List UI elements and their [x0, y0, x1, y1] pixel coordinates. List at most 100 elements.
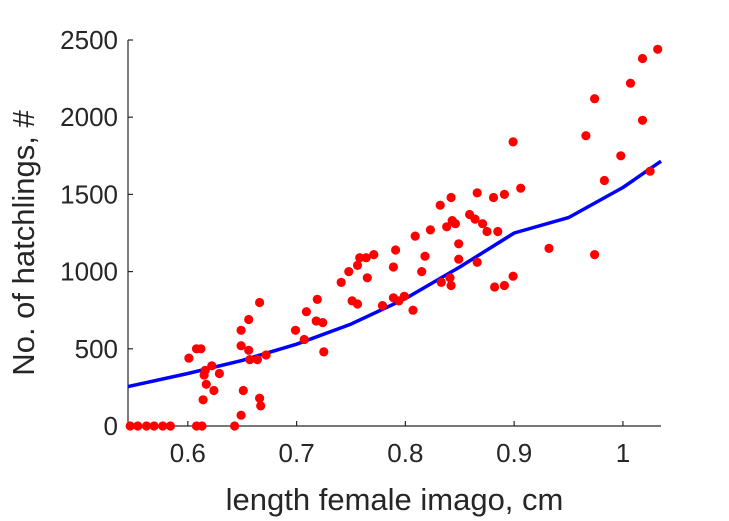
axes: 0.6 0.7 0.8 0.9 1 0 500 1000 1500 2000 2500 — [60, 25, 661, 468]
data-point — [252, 355, 262, 365]
data-point — [399, 291, 409, 301]
data-point — [165, 421, 175, 431]
data-point — [377, 301, 388, 311]
data-point — [355, 253, 365, 263]
fit-line — [127, 159, 662, 389]
x-tick-label: 0.6 — [170, 438, 206, 468]
data-point — [301, 307, 311, 317]
data-point — [544, 243, 554, 253]
data-point — [478, 219, 488, 229]
data-point — [196, 344, 206, 354]
data-point — [319, 347, 329, 357]
data-point — [255, 393, 265, 403]
data-point — [198, 395, 208, 405]
data-point — [236, 325, 246, 335]
data-point — [653, 44, 663, 54]
data-point — [149, 421, 159, 431]
y-tick-label: 1000 — [60, 257, 118, 287]
data-point — [472, 257, 482, 267]
data-point — [472, 188, 482, 198]
axis-labels-layer: length female imago, cm No. of hatchling… — [6, 110, 563, 517]
data-point — [508, 271, 518, 281]
data-point — [244, 345, 254, 355]
data-point — [125, 421, 135, 431]
data-point — [352, 299, 363, 309]
y-tick-label: 500 — [75, 334, 118, 364]
data-point — [184, 353, 194, 363]
data-point — [369, 250, 379, 260]
data-point — [158, 421, 168, 431]
data-point — [508, 137, 518, 147]
data-point — [637, 115, 648, 125]
x-tick-label: 0.7 — [279, 438, 315, 468]
data-point — [207, 361, 217, 371]
data-point — [470, 214, 480, 224]
data-point — [499, 189, 509, 199]
data-point — [625, 78, 636, 88]
y-tick-label: 2000 — [60, 102, 118, 132]
data-point — [236, 341, 246, 351]
data-point — [255, 297, 265, 308]
data-point — [261, 350, 271, 360]
data-point — [590, 250, 600, 260]
data-point — [499, 280, 509, 291]
data-point — [133, 421, 143, 431]
data-point — [435, 200, 445, 210]
data-point — [197, 421, 207, 431]
data-point — [388, 262, 398, 272]
x-tick-label: 0.9 — [496, 438, 532, 468]
data-point — [446, 192, 456, 203]
data-point — [299, 334, 309, 345]
data-point — [493, 226, 503, 237]
data-point — [590, 94, 600, 104]
data-point — [482, 226, 492, 237]
y-axis-label: No. of hatchlings, # — [6, 110, 41, 376]
data-point — [290, 325, 301, 335]
data-point — [488, 192, 499, 203]
data-point — [256, 401, 266, 411]
data-point — [362, 273, 372, 283]
data-point — [417, 267, 427, 277]
y-tick-label: 0 — [104, 411, 118, 441]
data-point — [230, 421, 240, 431]
data-point — [645, 166, 655, 176]
data-point — [361, 253, 371, 263]
data-point — [141, 421, 152, 431]
data-point — [450, 219, 460, 229]
y-tick-label: 2500 — [60, 25, 118, 55]
data-point — [442, 222, 452, 232]
data-point — [244, 314, 254, 325]
data-point — [445, 273, 455, 283]
data-point — [201, 379, 211, 389]
fit-line-layer — [127, 159, 662, 389]
data-point — [336, 277, 346, 287]
data-point — [312, 294, 322, 304]
data-point — [410, 231, 420, 241]
data-points-layer — [125, 44, 663, 431]
data-point — [637, 53, 648, 64]
data-point — [420, 251, 430, 261]
data-point — [436, 277, 446, 287]
x-tick-label: 0.8 — [387, 438, 423, 468]
data-point — [599, 175, 610, 186]
data-point — [344, 267, 354, 277]
x-axis-label: length female imago, cm — [226, 482, 564, 517]
data-point — [238, 385, 248, 396]
data-point — [214, 368, 224, 379]
data-point — [352, 260, 363, 270]
data-point — [446, 280, 456, 291]
data-point — [391, 245, 401, 255]
data-point — [616, 151, 626, 161]
x-tick-label: 1 — [616, 438, 630, 468]
data-point — [318, 318, 328, 328]
data-point — [516, 183, 526, 193]
data-point — [454, 254, 464, 264]
data-point — [581, 131, 591, 141]
data-point — [490, 282, 500, 292]
data-point — [200, 365, 210, 375]
data-point — [425, 225, 435, 235]
data-point — [209, 385, 219, 396]
data-point — [454, 239, 464, 249]
